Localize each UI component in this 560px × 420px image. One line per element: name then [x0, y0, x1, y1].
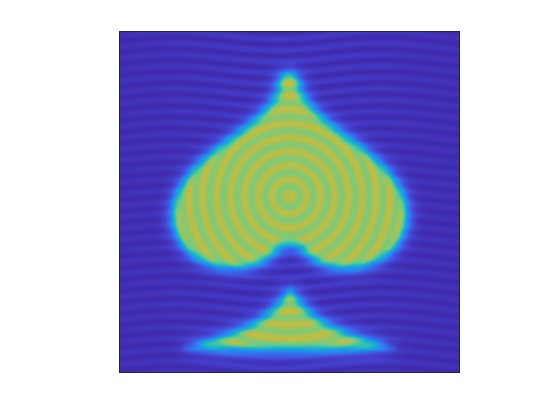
spade-intensity-image	[120, 32, 459, 372]
image-axes	[119, 31, 460, 373]
